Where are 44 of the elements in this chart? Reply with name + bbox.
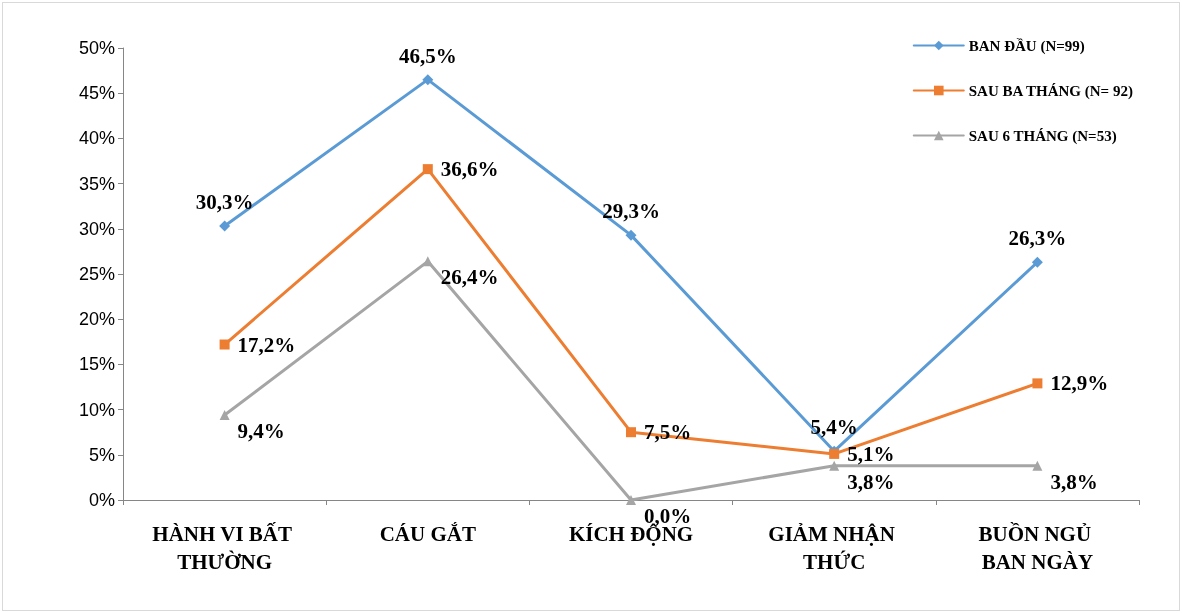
data-label: 26,3% (1008, 226, 1067, 251)
data-label: 3,8% (847, 469, 895, 494)
x-tick-label: HÀNH VI BẤT THƯỜNG (152, 522, 297, 574)
y-tick-label: 0% (88, 490, 115, 510)
point (829, 460, 840, 471)
point (422, 164, 433, 175)
point (1032, 378, 1043, 389)
data-label: 5,4% (810, 415, 858, 440)
data-label: 46,5% (398, 43, 457, 68)
data-label: 17,2% (237, 332, 296, 357)
x-tick-label: GIẢM NHẬN THỨC (768, 522, 901, 574)
legend-label: SAU 6 THÁNG (N=53) (968, 127, 1117, 145)
legend-label: BAN ĐẦU (N=99) (968, 37, 1085, 55)
point (1031, 256, 1043, 268)
point (422, 256, 433, 267)
point (626, 427, 636, 438)
data-label: 26,4% (440, 265, 499, 290)
data-label: 36,6% (440, 157, 499, 182)
point (219, 220, 231, 232)
data-label: 30,3% (195, 190, 254, 215)
data-label: 29,3% (602, 199, 660, 224)
data-label: 12,9% (1050, 371, 1109, 396)
y-tick-label: 10% (78, 399, 115, 420)
x-tick-label: BUỒN NGỦ BAN NGÀY (978, 522, 1097, 574)
y-tick-label: 40% (78, 128, 115, 149)
data-label: 3,8% (1050, 469, 1098, 494)
legend-label: SAU BA THÁNG (N= 92) (968, 82, 1133, 100)
y-tick-label: 15% (78, 354, 115, 375)
y-tick-label: 30% (78, 218, 115, 239)
point (422, 74, 434, 86)
point (626, 495, 636, 505)
y-tick-label: 25% (78, 264, 115, 284)
y-tick-label: 45% (78, 83, 115, 104)
point (219, 339, 230, 350)
point (219, 410, 230, 421)
data-label: 9,4% (237, 419, 285, 444)
point (1032, 460, 1043, 471)
y-tick-label: 20% (78, 309, 115, 330)
x-tick-label: CÁU GẮT (379, 522, 476, 546)
y-tick-label: 35% (78, 173, 115, 194)
data-label: 5,1% (847, 441, 895, 466)
y-tick-label: 5% (88, 444, 115, 465)
point (625, 229, 637, 241)
y-tick-label: 50% (78, 38, 115, 58)
